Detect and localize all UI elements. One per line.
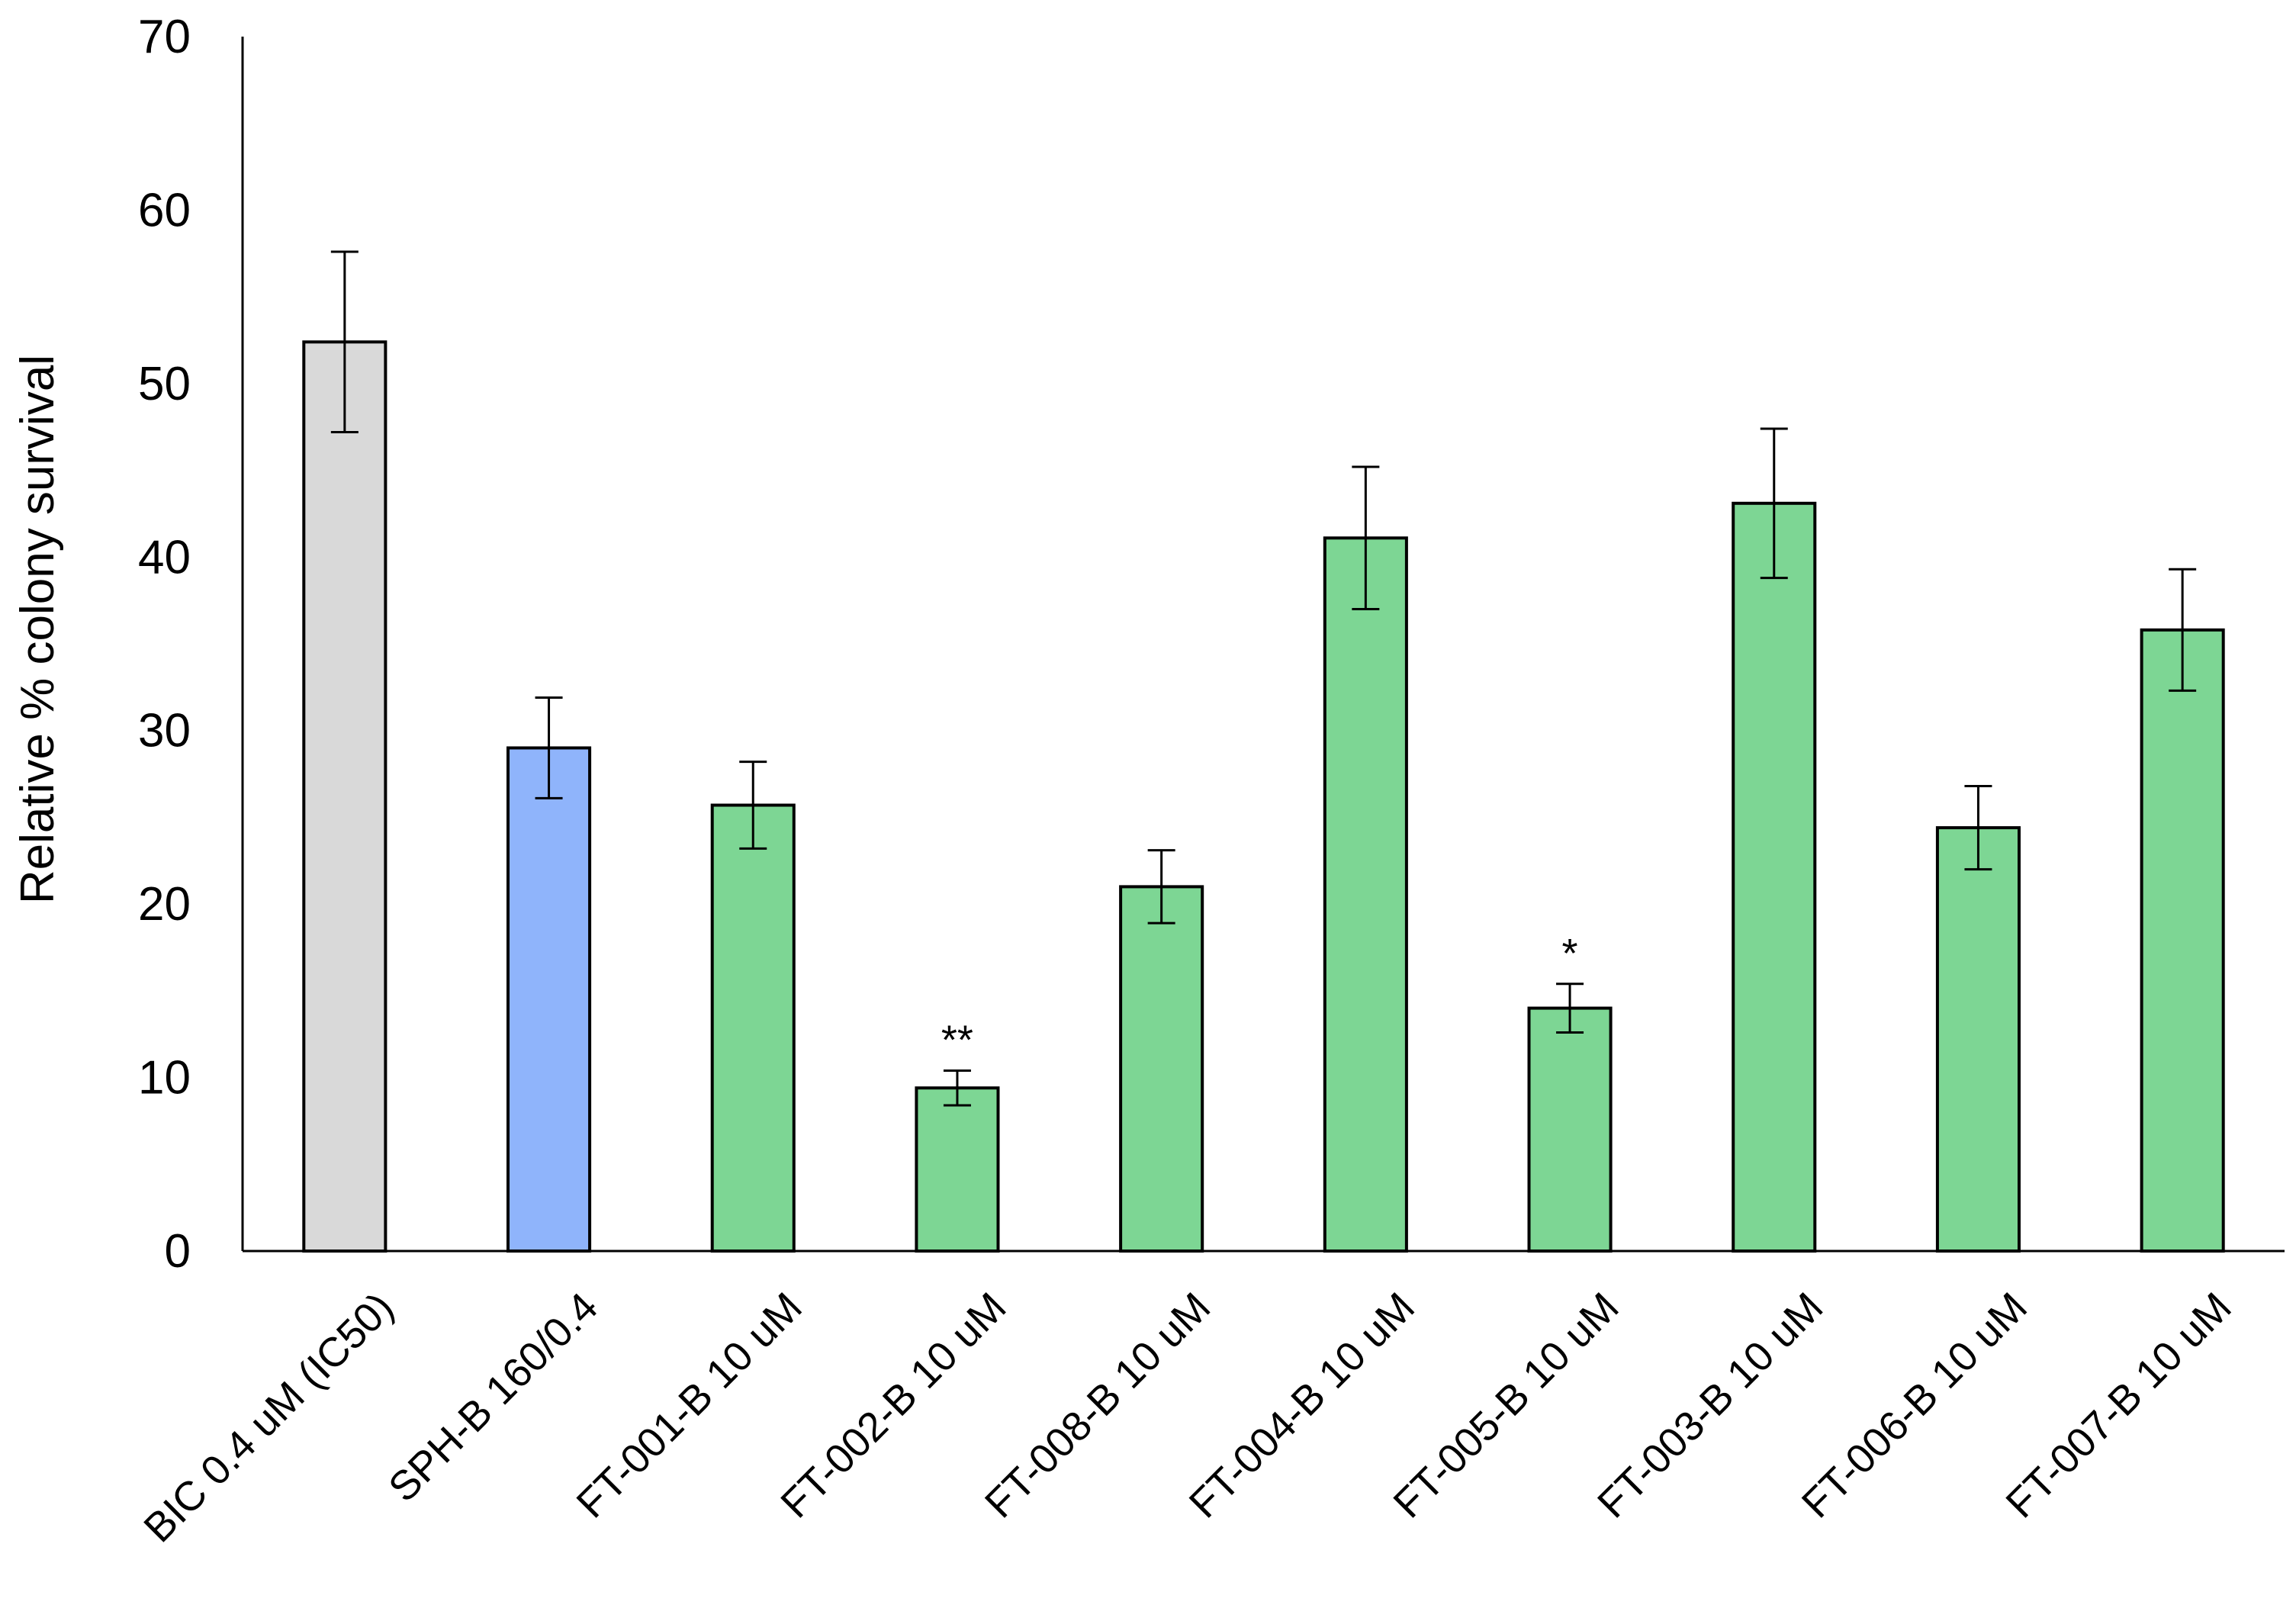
error-bar <box>330 250 359 434</box>
error-bar <box>1352 465 1380 611</box>
error-bars <box>330 250 2197 1107</box>
bar <box>1527 1006 1613 1253</box>
x-category-label: FT-001-B 10 uM <box>568 1284 811 1526</box>
bar <box>1119 885 1204 1253</box>
error-bar <box>1147 849 1175 925</box>
y-tick-label: 40 <box>138 531 191 584</box>
x-category-label: FT-006-B 10 uM <box>1793 1284 2036 1526</box>
y-tick-label: 60 <box>138 184 191 236</box>
bar <box>506 746 592 1253</box>
y-tick-label: 30 <box>138 705 191 757</box>
significance-marker: ** <box>941 1017 973 1063</box>
x-axis-category-labels: BIC 0.4 uM (IC50)SPH-B 160/0.4FT-001-B 1… <box>135 1284 2240 1551</box>
bar <box>302 340 387 1253</box>
x-category-label: FT-007-B 10 uM <box>1997 1284 2240 1526</box>
bar <box>1935 826 2021 1253</box>
y-tick-label: 70 <box>138 11 191 63</box>
error-bar <box>2169 568 2197 692</box>
significance-marker: * <box>1562 931 1578 976</box>
y-tick-label: 0 <box>165 1225 191 1278</box>
x-category-label: FT-002-B 10 uM <box>772 1284 1015 1526</box>
bar <box>1323 536 1408 1253</box>
error-bar <box>535 696 563 799</box>
bar <box>710 803 796 1253</box>
bars <box>302 340 2225 1253</box>
error-bar <box>739 761 767 850</box>
bar <box>2140 628 2225 1253</box>
error-bar <box>1964 784 1992 871</box>
y-axis-title: Relative % colony survival <box>11 355 64 904</box>
y-tick-label: 10 <box>138 1052 191 1105</box>
x-category-label: FT-004-B 10 uM <box>1181 1284 1423 1526</box>
y-tick-label: 50 <box>138 358 191 410</box>
significance-markers: *** <box>941 931 1578 1063</box>
error-bar <box>943 1069 971 1107</box>
x-category-label: SPH-B 160/0.4 <box>380 1284 606 1510</box>
x-category-label: BIC 0.4 uM (IC50) <box>135 1284 402 1551</box>
bar <box>915 1086 1000 1253</box>
x-category-label: FT-005-B 10 uM <box>1384 1284 1627 1526</box>
x-category-label: FT-008-B 10 uM <box>976 1284 1219 1526</box>
error-bar <box>1760 427 1788 580</box>
error-bar <box>1556 983 1584 1034</box>
bar <box>1732 501 1817 1253</box>
x-category-label: FT-003-B 10 uM <box>1589 1284 1831 1526</box>
y-axis-tick-labels: 0 10 20 30 40 50 60 70 <box>138 11 191 1278</box>
y-tick-label: 20 <box>138 878 191 931</box>
